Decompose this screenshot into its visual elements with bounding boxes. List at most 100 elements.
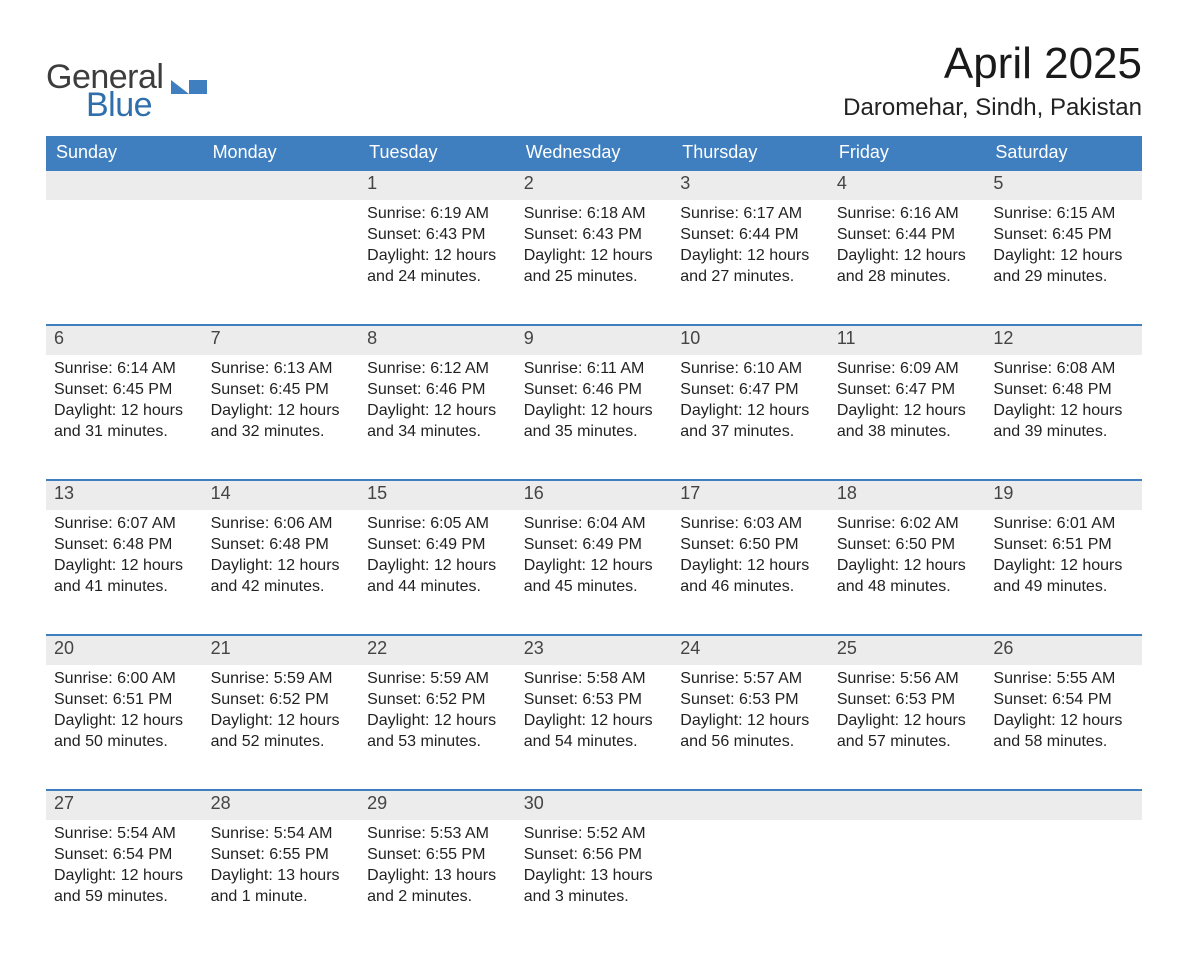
info-line: Sunrise: 6:08 AM [993,359,1134,380]
info-line: Sunset: 6:45 PM [54,380,195,401]
info-line: Daylight: 12 hours [993,556,1134,577]
info-line: Sunrise: 6:15 AM [993,204,1134,225]
info-cell: Sunrise: 6:03 AMSunset: 6:50 PMDaylight:… [672,510,829,618]
info-row: Sunrise: 6:19 AMSunset: 6:43 PMDaylight:… [46,200,1142,308]
info-cell: Sunrise: 6:18 AMSunset: 6:43 PMDaylight:… [516,200,673,308]
date-cell: 22 [359,636,516,665]
info-line: and 46 minutes. [680,577,821,598]
info-line: Daylight: 12 hours [993,401,1134,422]
info-line: and 37 minutes. [680,422,821,443]
date-cell: 21 [203,636,360,665]
info-line: and 44 minutes. [367,577,508,598]
info-cell: Sunrise: 5:53 AMSunset: 6:55 PMDaylight:… [359,820,516,928]
date-row: 13141516171819 [46,481,1142,510]
info-line: Daylight: 13 hours [367,866,508,887]
info-line: Daylight: 12 hours [837,556,978,577]
info-line: Daylight: 12 hours [837,711,978,732]
info-line: Sunset: 6:51 PM [993,535,1134,556]
info-line: Sunrise: 6:16 AM [837,204,978,225]
date-cell [672,791,829,820]
info-line: and 56 minutes. [680,732,821,753]
info-cell: Sunrise: 6:13 AMSunset: 6:45 PMDaylight:… [203,355,360,463]
info-line: Sunrise: 6:05 AM [367,514,508,535]
info-line: Sunrise: 6:01 AM [993,514,1134,535]
info-cell: Sunrise: 6:06 AMSunset: 6:48 PMDaylight:… [203,510,360,618]
date-cell: 23 [516,636,673,665]
info-line: Sunrise: 6:19 AM [367,204,508,225]
info-line: and 38 minutes. [837,422,978,443]
info-line: Sunrise: 6:17 AM [680,204,821,225]
weekday-header: Sunday [46,136,203,171]
info-cell: Sunrise: 5:55 AMSunset: 6:54 PMDaylight:… [985,665,1142,773]
info-line: and 31 minutes. [54,422,195,443]
info-line: Sunrise: 6:11 AM [524,359,665,380]
info-cell: Sunrise: 5:57 AMSunset: 6:53 PMDaylight:… [672,665,829,773]
info-line: Sunset: 6:56 PM [524,845,665,866]
info-cell: Sunrise: 6:11 AMSunset: 6:46 PMDaylight:… [516,355,673,463]
date-row: 6789101112 [46,326,1142,355]
info-line: Sunrise: 6:12 AM [367,359,508,380]
info-line: Daylight: 12 hours [524,401,665,422]
date-cell: 13 [46,481,203,510]
info-line: Sunrise: 6:13 AM [211,359,352,380]
header-right: April 2025 Daromehar, Sindh, Pakistan [843,40,1142,122]
date-cell: 3 [672,171,829,200]
date-cell: 16 [516,481,673,510]
date-cell [985,791,1142,820]
info-line: Daylight: 13 hours [211,866,352,887]
info-line: Daylight: 12 hours [211,556,352,577]
info-line: Daylight: 12 hours [524,246,665,267]
info-line: Daylight: 13 hours [524,866,665,887]
info-cell: Sunrise: 5:54 AMSunset: 6:54 PMDaylight:… [46,820,203,928]
info-line: Sunrise: 6:00 AM [54,669,195,690]
info-line: Sunset: 6:47 PM [837,380,978,401]
info-row: Sunrise: 6:14 AMSunset: 6:45 PMDaylight:… [46,355,1142,463]
info-cell: Sunrise: 5:54 AMSunset: 6:55 PMDaylight:… [203,820,360,928]
week-block: 12345Sunrise: 6:19 AMSunset: 6:43 PMDayl… [46,171,1142,308]
info-line: Sunrise: 5:58 AM [524,669,665,690]
weekday-header: Monday [203,136,360,171]
info-line: Sunrise: 5:53 AM [367,824,508,845]
info-line: and 52 minutes. [211,732,352,753]
info-cell: Sunrise: 6:05 AMSunset: 6:49 PMDaylight:… [359,510,516,618]
info-line: and 35 minutes. [524,422,665,443]
info-cell: Sunrise: 6:14 AMSunset: 6:45 PMDaylight:… [46,355,203,463]
info-line: Sunrise: 6:02 AM [837,514,978,535]
info-row: Sunrise: 5:54 AMSunset: 6:54 PMDaylight:… [46,820,1142,928]
info-line: Daylight: 12 hours [837,401,978,422]
info-line: Sunset: 6:55 PM [367,845,508,866]
info-cell: Sunrise: 6:15 AMSunset: 6:45 PMDaylight:… [985,200,1142,308]
date-cell: 1 [359,171,516,200]
calendar-page: General Blue April 2025 Daromehar, Sindh… [0,0,1188,958]
info-line: Daylight: 12 hours [680,246,821,267]
info-line: and 42 minutes. [211,577,352,598]
info-line: Sunset: 6:43 PM [524,225,665,246]
info-line: and 34 minutes. [367,422,508,443]
info-line: Sunset: 6:52 PM [367,690,508,711]
info-line: Sunset: 6:46 PM [524,380,665,401]
info-row: Sunrise: 6:07 AMSunset: 6:48 PMDaylight:… [46,510,1142,618]
weeks-container: 12345Sunrise: 6:19 AMSunset: 6:43 PMDayl… [46,171,1142,928]
info-line: Sunrise: 6:07 AM [54,514,195,535]
date-cell: 30 [516,791,673,820]
info-line: Daylight: 12 hours [54,711,195,732]
info-line: Sunset: 6:48 PM [211,535,352,556]
info-cell: Sunrise: 6:17 AMSunset: 6:44 PMDaylight:… [672,200,829,308]
info-row: Sunrise: 6:00 AMSunset: 6:51 PMDaylight:… [46,665,1142,773]
info-line: and 53 minutes. [367,732,508,753]
info-line: and 29 minutes. [993,267,1134,288]
info-line: Daylight: 12 hours [993,711,1134,732]
info-cell: Sunrise: 6:08 AMSunset: 6:48 PMDaylight:… [985,355,1142,463]
info-cell: Sunrise: 6:10 AMSunset: 6:47 PMDaylight:… [672,355,829,463]
info-cell: Sunrise: 5:59 AMSunset: 6:52 PMDaylight:… [203,665,360,773]
info-cell: Sunrise: 6:01 AMSunset: 6:51 PMDaylight:… [985,510,1142,618]
info-line: Daylight: 12 hours [211,711,352,732]
date-cell: 19 [985,481,1142,510]
date-row: 12345 [46,171,1142,200]
date-cell: 12 [985,326,1142,355]
info-line: Sunset: 6:54 PM [54,845,195,866]
weekday-header: Wednesday [516,136,673,171]
logo-flag-icon [171,66,207,99]
info-line: and 24 minutes. [367,267,508,288]
date-cell: 24 [672,636,829,665]
